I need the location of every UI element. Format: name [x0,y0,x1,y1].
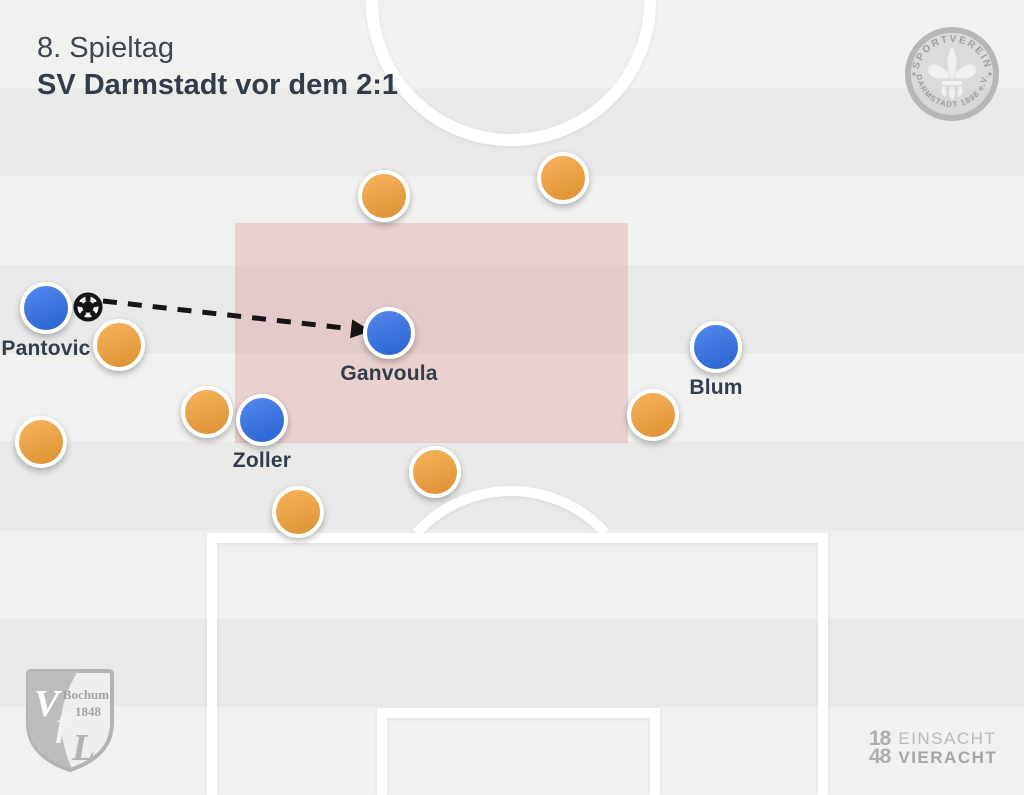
pass-arrowhead [350,319,371,339]
penalty-arc [412,486,610,537]
svg-text:V: V [34,683,62,725]
bochum-year: 1848 [75,704,102,719]
player-marker-bochum [363,307,415,359]
player-marker-darmstadt [181,386,233,438]
player-marker-darmstadt [358,170,410,222]
player-marker-bochum [236,394,288,446]
ball-icon [73,292,103,322]
darmstadt-crest-watermark: SPORTVEREIN DARMSTADT 1898 e.V. [905,27,999,121]
pass-dashed-line [102,298,352,332]
player-marker-darmstadt [272,486,324,538]
header: 8. Spieltag SV Darmstadt vor dem 2:1 [37,30,398,104]
player-marker-darmstadt [537,152,589,204]
player-marker-bochum [690,321,742,373]
player-marker-darmstadt [627,389,679,441]
brand-line2: VIERACHT [898,748,998,767]
player-label: Ganvoula [340,362,438,385]
svg-text:f: f [56,707,71,744]
bochum-monogram: V f L [34,683,95,769]
player-label: Pantovic [1,337,91,360]
player-marker-bochum [20,282,72,334]
goal-box [377,708,660,795]
matchday-label: 8. Spieltag [37,32,175,64]
player-label: Blum [689,376,743,399]
svg-text:L: L [71,727,95,769]
brand-line1: EINSACHT [898,729,997,748]
penalty-box [207,533,828,795]
player-marker-darmstadt [15,416,67,468]
bochum-city: Bochum [63,687,109,702]
fleur-de-lis-icon [928,47,976,100]
player-marker-darmstadt [93,319,145,371]
page-title: SV Darmstadt vor dem 2:1 [37,69,399,101]
bochum-crest-watermark: Bochum 1848 V f L [26,669,114,773]
player-label: Zoller [232,449,292,472]
brand-1848-icon: 18 48 [869,727,891,768]
highlight-zone [235,223,628,443]
center-circle [366,0,656,146]
brand-watermark: 18 48 EINSACHT VIERACHT [869,727,998,768]
player-marker-darmstadt [409,446,461,498]
